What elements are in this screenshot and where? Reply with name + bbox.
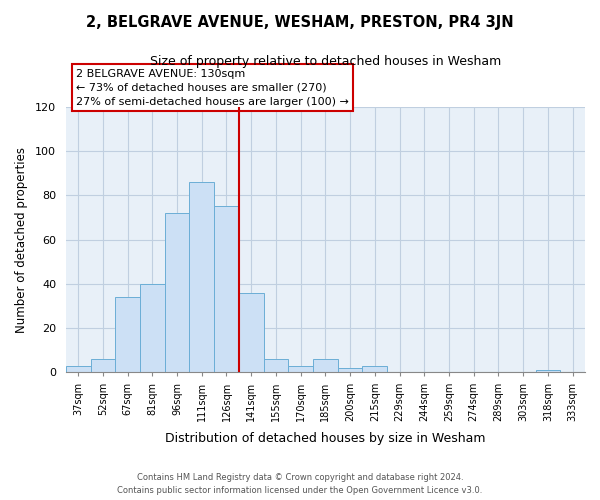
Bar bbox=[338, 368, 362, 372]
Text: Contains HM Land Registry data © Crown copyright and database right 2024.
Contai: Contains HM Land Registry data © Crown c… bbox=[118, 474, 482, 495]
Bar bbox=[164, 213, 190, 372]
Bar bbox=[140, 284, 164, 372]
Bar bbox=[536, 370, 560, 372]
Bar bbox=[214, 206, 239, 372]
Bar bbox=[263, 359, 289, 372]
X-axis label: Distribution of detached houses by size in Wesham: Distribution of detached houses by size … bbox=[165, 432, 485, 445]
Bar bbox=[115, 297, 140, 372]
Bar bbox=[313, 359, 338, 372]
Bar bbox=[289, 366, 313, 372]
Y-axis label: Number of detached properties: Number of detached properties bbox=[15, 146, 28, 332]
Bar bbox=[362, 366, 387, 372]
Bar bbox=[66, 366, 91, 372]
Text: 2, BELGRAVE AVENUE, WESHAM, PRESTON, PR4 3JN: 2, BELGRAVE AVENUE, WESHAM, PRESTON, PR4… bbox=[86, 15, 514, 30]
Bar bbox=[190, 182, 214, 372]
Title: Size of property relative to detached houses in Wesham: Size of property relative to detached ho… bbox=[150, 55, 501, 68]
Text: 2 BELGRAVE AVENUE: 130sqm
← 73% of detached houses are smaller (270)
27% of semi: 2 BELGRAVE AVENUE: 130sqm ← 73% of detac… bbox=[76, 68, 349, 106]
Bar bbox=[239, 292, 263, 372]
Bar bbox=[91, 359, 115, 372]
